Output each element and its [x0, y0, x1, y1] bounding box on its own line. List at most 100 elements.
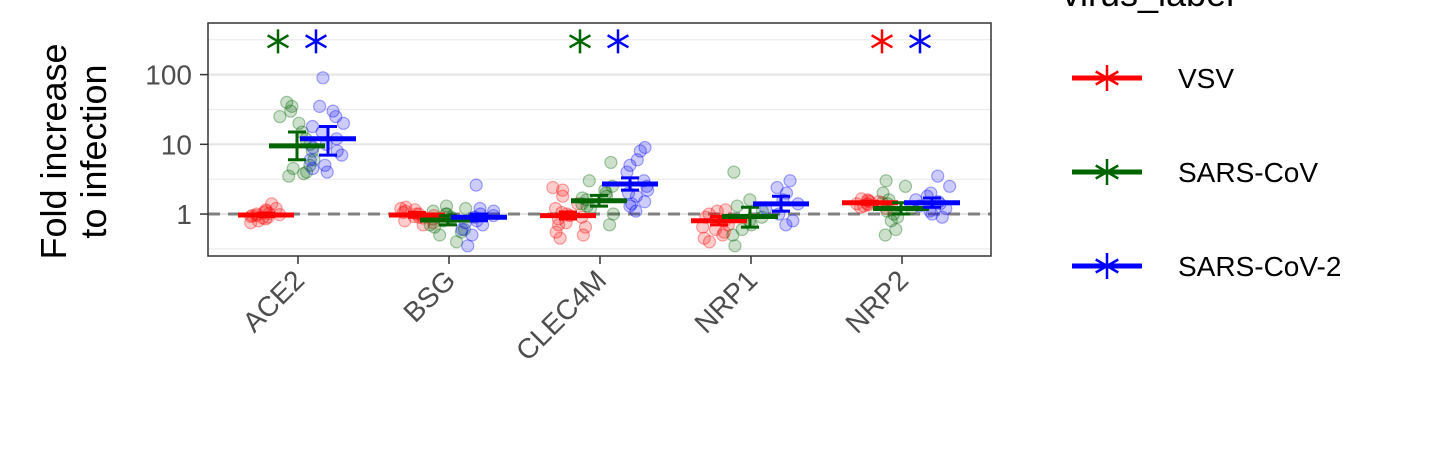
significance-markers — [266, 29, 932, 54]
data-point — [307, 153, 321, 167]
data-point — [576, 228, 590, 242]
data-point — [320, 165, 334, 179]
data-point — [454, 225, 469, 239]
data-point — [876, 186, 890, 200]
data-point — [318, 158, 332, 172]
data-point — [455, 222, 469, 237]
legend-key-asterisk — [1095, 159, 1119, 185]
data-point — [546, 180, 560, 195]
legend-label: SARS-CoV — [1178, 157, 1318, 188]
data-point — [931, 169, 945, 183]
data-point — [306, 161, 320, 176]
data-point — [898, 179, 913, 193]
data-point — [427, 220, 442, 234]
data-point — [697, 231, 711, 245]
significance-asterisk — [568, 29, 592, 54]
mean-error-bars — [238, 125, 960, 229]
significance-asterisk — [304, 29, 328, 54]
data-point — [553, 231, 567, 245]
data-points — [244, 71, 957, 253]
legend-key-asterisk — [1095, 253, 1119, 279]
data-point — [884, 214, 898, 228]
data-point — [727, 165, 741, 179]
data-point — [439, 199, 454, 213]
legend-item: SARS-CoV-2 — [1072, 251, 1341, 282]
significance-asterisk — [266, 29, 290, 54]
x-tick-label: NRP1 — [688, 264, 763, 339]
data-point — [316, 71, 330, 85]
legend: virus_label VSV SARS-CoV SARS-CoV-2 — [1062, 0, 1341, 282]
data-point — [305, 119, 320, 134]
data-point — [329, 109, 343, 124]
significance-asterisk — [870, 29, 894, 54]
data-point — [716, 228, 730, 242]
data-point — [556, 189, 570, 203]
data-point — [549, 225, 563, 239]
data-point — [273, 109, 287, 124]
data-point — [326, 104, 340, 118]
data-point — [457, 222, 472, 237]
legend-key-asterisk — [1095, 65, 1119, 91]
data-point — [606, 207, 620, 221]
data-point — [726, 228, 740, 242]
data-point — [638, 195, 652, 209]
data-point — [299, 165, 314, 179]
data-point — [297, 167, 311, 181]
y-tick-label: 100 — [145, 60, 192, 91]
data-point — [889, 222, 903, 237]
data-point — [629, 204, 643, 218]
x-tick-label: ACE2 — [237, 264, 311, 338]
y-axis-title-line-1: Fold increase — [33, 43, 74, 259]
data-point — [292, 116, 306, 130]
data-point — [604, 155, 618, 170]
data-point — [728, 239, 742, 253]
data-point — [702, 235, 717, 249]
data-point — [623, 158, 637, 172]
data-point — [630, 153, 644, 167]
data-point — [284, 104, 298, 118]
data-point — [286, 161, 300, 176]
data-point — [943, 179, 957, 193]
data-point — [633, 144, 647, 158]
data-point — [303, 158, 317, 172]
significance-asterisk — [606, 29, 630, 54]
data-point — [469, 178, 483, 192]
data-point — [582, 174, 596, 188]
y-tick-label: 10 — [161, 129, 192, 160]
data-point — [879, 174, 893, 188]
data-point — [578, 220, 593, 234]
legend-item: VSV — [1072, 63, 1234, 94]
data-point — [265, 197, 279, 211]
data-point — [285, 99, 299, 113]
data-point — [878, 228, 892, 242]
data-point — [335, 148, 349, 162]
data-point — [625, 197, 639, 211]
data-point — [783, 174, 797, 188]
y-axis-title-line-2: to infection — [73, 64, 114, 238]
data-point — [336, 116, 351, 130]
data-point — [779, 218, 793, 232]
x-tick-label: NRP2 — [839, 264, 914, 339]
data-point — [313, 99, 327, 113]
data-point — [556, 183, 570, 197]
significance-asterisk — [908, 29, 932, 54]
legend-label: SARS-CoV-2 — [1178, 251, 1341, 282]
data-point — [786, 214, 800, 228]
data-point — [935, 210, 949, 224]
legend-item: SARS-CoV — [1072, 157, 1318, 188]
data-point — [282, 169, 296, 183]
data-point — [461, 239, 475, 253]
data-point — [465, 228, 479, 242]
legend-title: virus_label — [1062, 0, 1234, 14]
y-tick-label: 1 — [176, 199, 192, 230]
data-point — [459, 201, 473, 216]
data-point — [602, 218, 617, 232]
y-axis-title: Fold increase to infection — [33, 43, 114, 259]
legend-entries: VSV SARS-CoV SARS-CoV-2 — [1072, 63, 1341, 282]
legend-label: VSV — [1178, 63, 1234, 94]
data-point — [638, 140, 652, 155]
x-tick-label: BSG — [398, 264, 462, 328]
x-tick-label: CLEC4M — [510, 264, 612, 366]
data-point — [433, 228, 447, 242]
